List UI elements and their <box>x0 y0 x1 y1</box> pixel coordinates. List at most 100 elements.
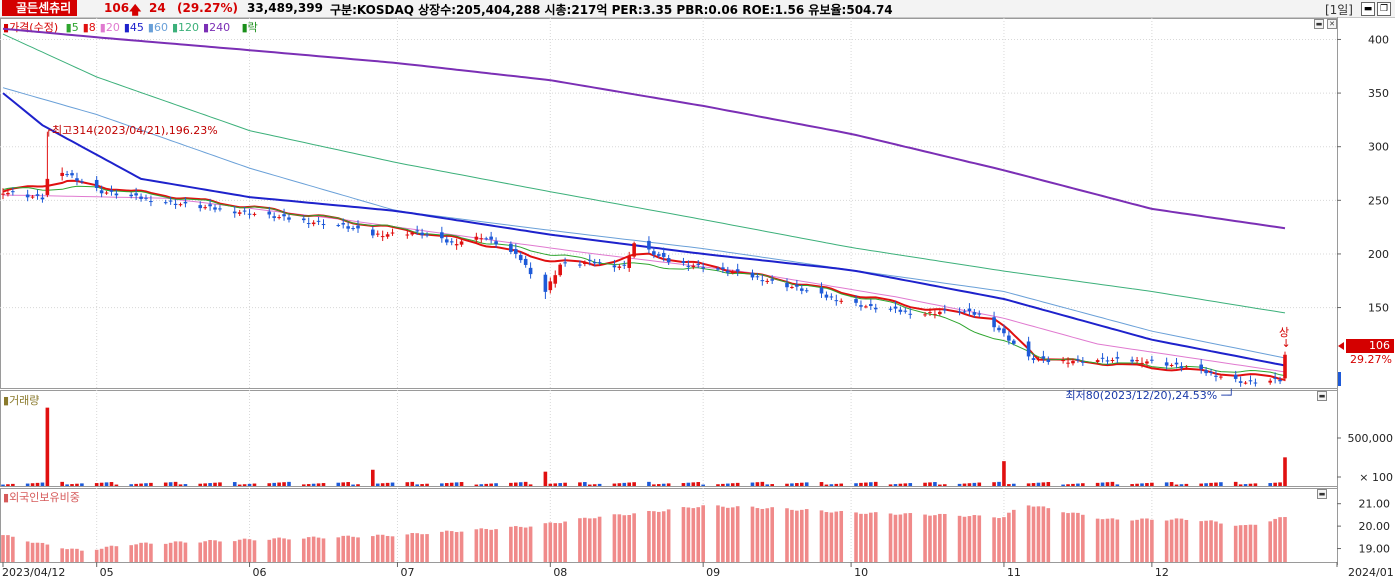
panel-close-icon[interactable]: ✕ <box>1327 19 1337 29</box>
volume-bar <box>785 483 789 486</box>
volume-bar <box>40 482 45 486</box>
period-selector[interactable]: [1일] <box>1324 3 1353 17</box>
foreign-bar <box>267 539 272 562</box>
foreign-bar <box>563 521 567 562</box>
volume-bar <box>1199 483 1203 486</box>
foreign-bar <box>829 512 834 562</box>
volume-bar <box>1100 482 1105 486</box>
candle-body <box>592 262 597 264</box>
candle-body <box>94 179 99 188</box>
foreign-bar <box>509 526 513 562</box>
volume-bar <box>75 483 79 486</box>
foreign-bar <box>666 509 671 562</box>
foreign-bar <box>578 518 582 562</box>
candle-body <box>306 223 311 225</box>
foreign-bar <box>484 528 489 562</box>
volume-bar <box>99 482 104 486</box>
volume-bar <box>1150 482 1154 486</box>
volume-bar <box>1135 483 1139 486</box>
volume-bar <box>11 483 15 486</box>
foreign-bar <box>1012 509 1016 562</box>
foreign-bar <box>449 531 454 562</box>
volume-bar <box>587 484 592 486</box>
candle-body <box>405 234 410 236</box>
stock-name[interactable]: 골든센츄리 <box>2 0 78 16</box>
candle-body <box>301 218 306 221</box>
volume-bar <box>1002 461 1006 486</box>
maximize-icon[interactable]: ❐ <box>1377 2 1391 16</box>
candle-body <box>70 173 74 176</box>
candle-body <box>1273 377 1277 379</box>
volume-bar <box>237 484 242 486</box>
volume-bar <box>509 482 513 486</box>
candle-body <box>528 267 533 275</box>
volume-bar <box>1169 482 1174 486</box>
foreign-bar <box>1076 512 1080 562</box>
ma-line-120 <box>2 33 1286 314</box>
ma-line-20 <box>2 194 1286 373</box>
foreign-bar <box>686 507 691 562</box>
volume-bar <box>735 482 740 486</box>
foreign-bar <box>1243 525 1248 562</box>
volume-bar <box>104 482 109 486</box>
volume-bar <box>726 483 730 486</box>
foreign-bar <box>75 548 79 562</box>
candle-body <box>785 282 789 288</box>
ma-line-8 <box>2 179 1286 381</box>
volume-bar <box>208 483 212 486</box>
foreign-bar <box>942 513 947 562</box>
foreign-bar <box>134 544 138 562</box>
candle-body <box>1248 380 1253 382</box>
volume-bar <box>65 484 69 486</box>
foreign-bar <box>129 545 133 562</box>
volume-bar <box>306 484 311 486</box>
foreign-bar <box>1115 519 1120 562</box>
candle-body <box>548 281 553 291</box>
volume-bar <box>1273 482 1277 486</box>
candle-body <box>1253 382 1258 384</box>
volume-bar <box>336 482 341 486</box>
foreign-bar <box>1184 519 1189 562</box>
foreign-bar <box>425 534 429 562</box>
candle-body <box>1214 375 1218 377</box>
volume-tick-label: 500,000 <box>1348 432 1394 445</box>
foreign-panel-minimize-icon[interactable]: ▬ <box>1317 489 1327 499</box>
volume-bar <box>390 482 395 486</box>
candle-body <box>770 279 774 281</box>
foreign-bar <box>1179 518 1184 562</box>
volume-bar <box>1204 483 1208 486</box>
ma-legend: ▮5 ▮8 ▮20 ▮45 ▮60 ▮120 ▮240 <box>66 21 234 34</box>
volume-bar <box>908 483 913 486</box>
minimize-icon[interactable]: ▬ <box>1361 2 1375 16</box>
candle-body <box>163 202 168 204</box>
candle-body <box>869 304 873 307</box>
panel-minimize-icon[interactable]: ▬ <box>1314 19 1324 29</box>
foreign-tick-label: 21.00 <box>1359 498 1391 511</box>
volume-bar <box>1026 483 1031 486</box>
candle-body <box>543 274 548 292</box>
candle-body <box>489 236 493 240</box>
foreign-bar <box>691 508 696 562</box>
foreign-bar <box>356 537 360 562</box>
last-price-tag: 106 <box>1346 339 1394 353</box>
foreign-bar <box>1100 519 1105 562</box>
foreign-bar <box>957 515 962 562</box>
candle-body <box>735 269 740 272</box>
volume-bar <box>385 482 390 486</box>
candle-body <box>1036 359 1041 361</box>
volume-legend-label: 거래량 <box>9 394 40 407</box>
volume-panel-minimize-icon[interactable]: ▬ <box>1317 391 1327 401</box>
volume-bar <box>834 483 839 486</box>
candle-body <box>829 296 834 298</box>
foreign-bar <box>1026 505 1031 562</box>
foreign-bar <box>928 515 932 562</box>
candle-body <box>149 201 153 203</box>
candle-body <box>444 239 449 243</box>
volume-bar <box>1174 484 1179 486</box>
volume-bar <box>647 481 651 486</box>
volume-bar <box>311 483 316 486</box>
volume-bar <box>632 482 636 486</box>
volume-tick-label: × 100 <box>1359 471 1393 484</box>
candle-body <box>1174 362 1179 365</box>
